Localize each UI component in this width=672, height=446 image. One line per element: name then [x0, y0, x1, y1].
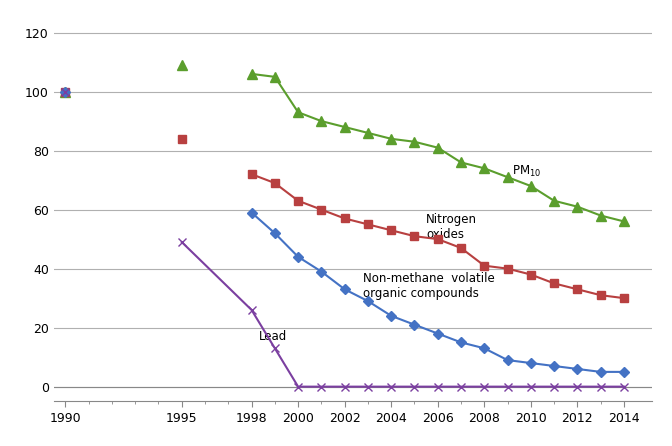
Text: PM$_{10}$: PM$_{10}$	[512, 164, 542, 179]
Text: Non-methane  volatile
organic compounds: Non-methane volatile organic compounds	[364, 273, 495, 300]
Text: Nitrogen
oxides: Nitrogen oxides	[426, 213, 477, 241]
Text: Lead: Lead	[259, 330, 287, 343]
